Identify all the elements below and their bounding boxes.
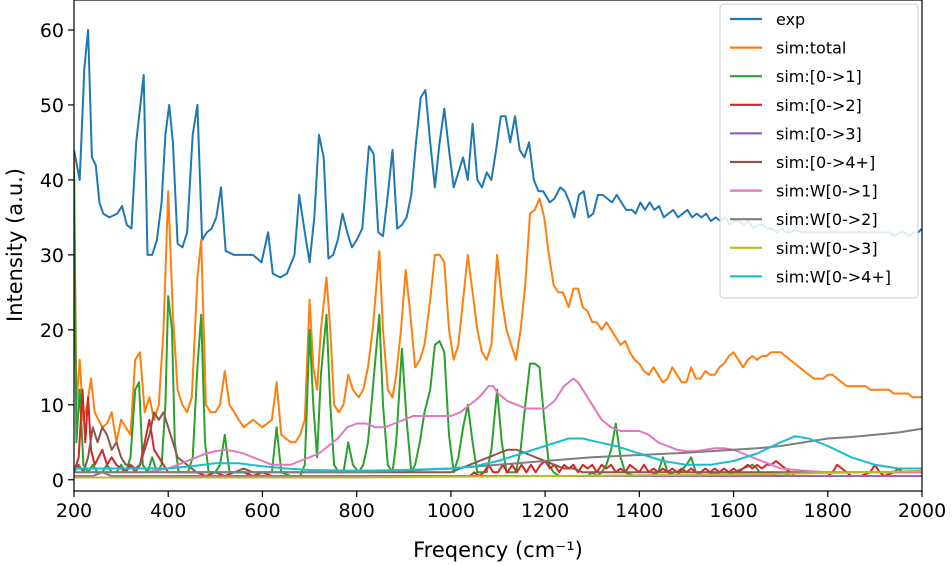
series-line-2	[74, 172, 922, 477]
x-axis: 200 400 600 800 1000 1200 1400 1600 1800 2000	[56, 491, 946, 522]
x-tick-label: 1200	[521, 500, 569, 522]
y-tick-label: 30	[40, 245, 64, 267]
legend-entry: sim:[0->4+]	[776, 153, 875, 172]
y-tick-label: 40	[40, 170, 64, 192]
legend-box	[719, 3, 919, 299]
legend-entry: sim:[0->2]	[776, 96, 862, 115]
legend-entry: sim:[0->3]	[776, 124, 862, 143]
legend-entry: sim:W[0->2]	[776, 210, 878, 229]
y-tick-label: 50	[40, 95, 64, 117]
y-axis: 0 10 20 30 40 50 60	[40, 20, 74, 492]
series-line-4	[74, 471, 922, 477]
legend-entry: sim:W[0->3]	[776, 239, 878, 258]
series-line-6	[74, 377, 922, 474]
x-tick-label: 1400	[615, 500, 663, 522]
x-tick-label: 400	[150, 500, 186, 522]
x-tick-label: 1000	[427, 500, 475, 522]
series-line-7	[74, 427, 922, 474]
series-line-5	[74, 411, 922, 474]
series-line-8	[74, 469, 922, 479]
series-line-1	[74, 157, 922, 444]
legend-entry: sim:W[0->1]	[776, 182, 878, 201]
x-tick-label: 1600	[709, 500, 757, 522]
y-tick-label: 0	[52, 470, 64, 492]
x-axis-label: Freqency (cm⁻¹)	[413, 538, 583, 562]
plot-frame	[73, 0, 923, 492]
y-tick-label: 20	[40, 320, 64, 342]
y-tick-label: 10	[40, 395, 64, 417]
legend-entry: sim:W[0->4+]	[776, 267, 891, 286]
legend-entry: sim:total	[776, 39, 846, 58]
series-line-9	[74, 435, 922, 472]
legend-entry: exp	[776, 10, 805, 29]
x-tick-label: 200	[56, 500, 92, 522]
x-tick-label: 2000	[898, 500, 946, 522]
legend-entry: sim:[0->1]	[776, 67, 862, 86]
series-layer	[74, 29, 922, 479]
legend: exp sim:total sim:[0->1] sim:[0->2] sim:[0->…	[719, 3, 919, 299]
x-tick-label: 1800	[804, 500, 852, 522]
x-tick-label: 600	[244, 500, 280, 522]
y-axis-label: Intensity (a.u.)	[3, 168, 27, 322]
x-tick-label: 800	[339, 500, 375, 522]
y-tick-label: 60	[40, 20, 64, 42]
